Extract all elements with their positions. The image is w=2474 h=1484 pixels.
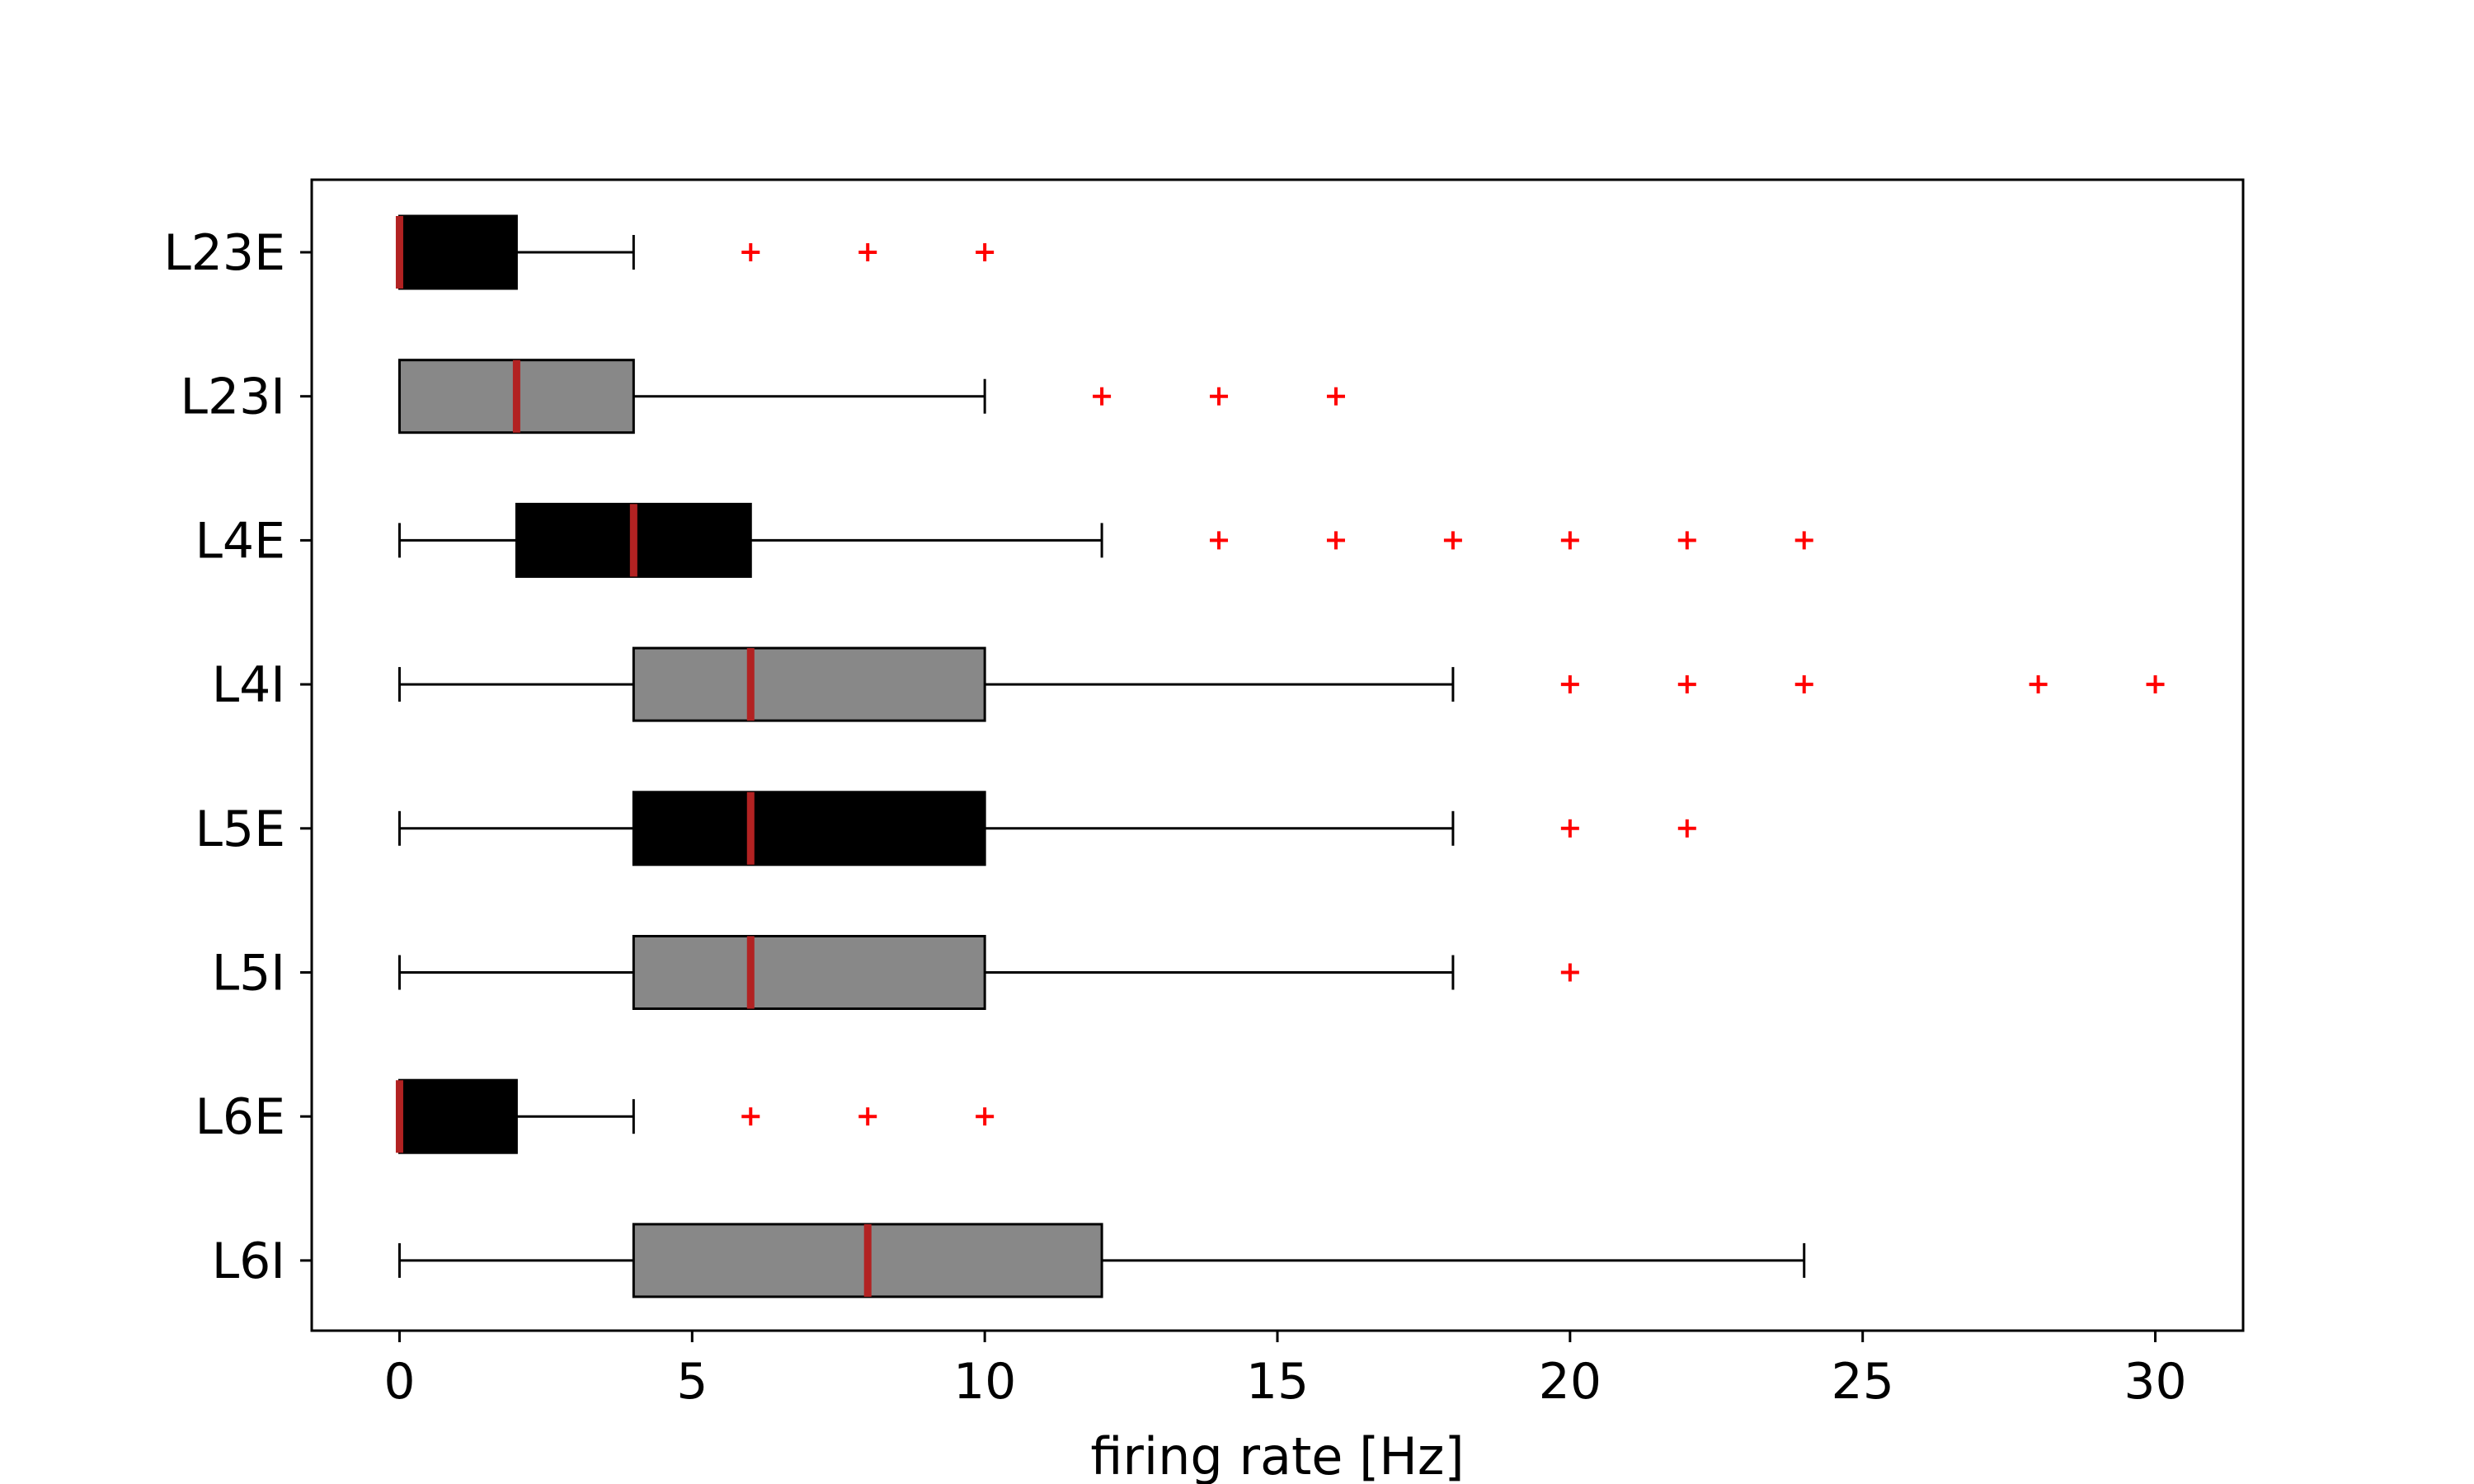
y-axis: L23E L23I L4E L4I L5E L5I L6E L6I [163,224,312,1290]
x-tick-label: 0 [383,1353,415,1411]
outlier-marker [2029,675,2048,694]
outlier-marker [1326,387,1345,406]
outlier-marker [1326,531,1345,550]
box-l23i [397,359,986,434]
y-tick-label: L6E [195,1088,285,1146]
box-l23e [395,214,635,290]
box-l5i [397,935,1455,1010]
box-iqr [632,646,986,722]
y-tick-label: L4I [212,656,285,714]
box-iqr [397,214,518,290]
outlier-marker [1794,675,1813,694]
boxes-layer [395,214,1806,1298]
outlier-marker [1677,819,1696,838]
box-l5e [397,791,1455,866]
box-l6e [395,1078,635,1154]
y-tick-label: L23E [163,224,285,282]
outlier-marker [858,1107,877,1126]
x-tick-label: 30 [2124,1353,2186,1411]
y-tick-label: L6I [212,1233,285,1290]
outlier-marker [1560,963,1579,982]
outlier-marker [1560,531,1579,550]
outliers-layer [741,243,2165,1126]
x-tick-label: 20 [1539,1353,1602,1411]
outlier-marker [1210,387,1229,406]
outlier-marker [1210,531,1229,550]
outlier-marker [1677,675,1696,694]
y-tick-label: L5I [212,945,285,1003]
outlier-marker [741,243,760,261]
x-axis-label: firing rate [Hz] [1090,1426,1464,1484]
x-tick-label: 10 [953,1353,1016,1411]
outlier-marker [1794,531,1813,550]
outlier-marker [1443,531,1462,550]
x-axis: 0 5 10 15 20 25 30 [383,1331,2187,1411]
x-tick-label: 25 [1832,1353,1894,1411]
x-tick-label: 15 [1246,1353,1309,1411]
box-iqr [632,791,986,866]
outlier-marker [741,1107,760,1126]
x-tick-label: 5 [676,1353,708,1411]
outlier-marker [976,1107,995,1126]
box-l4e [397,502,1103,578]
y-tick-label: L4E [195,512,285,570]
y-tick-label: L5E [195,801,285,858]
outlier-marker [1677,531,1696,550]
box-iqr [632,935,986,1010]
outlier-marker [1560,675,1579,694]
outlier-marker [1560,819,1579,838]
outlier-marker [858,243,877,261]
box-l4i [397,646,1455,722]
outlier-marker [976,243,995,261]
outlier-marker [1093,387,1112,406]
box-l6i [397,1223,1806,1298]
outlier-marker [2146,675,2165,694]
y-tick-label: L23I [181,369,285,426]
box-iqr [397,1078,518,1154]
